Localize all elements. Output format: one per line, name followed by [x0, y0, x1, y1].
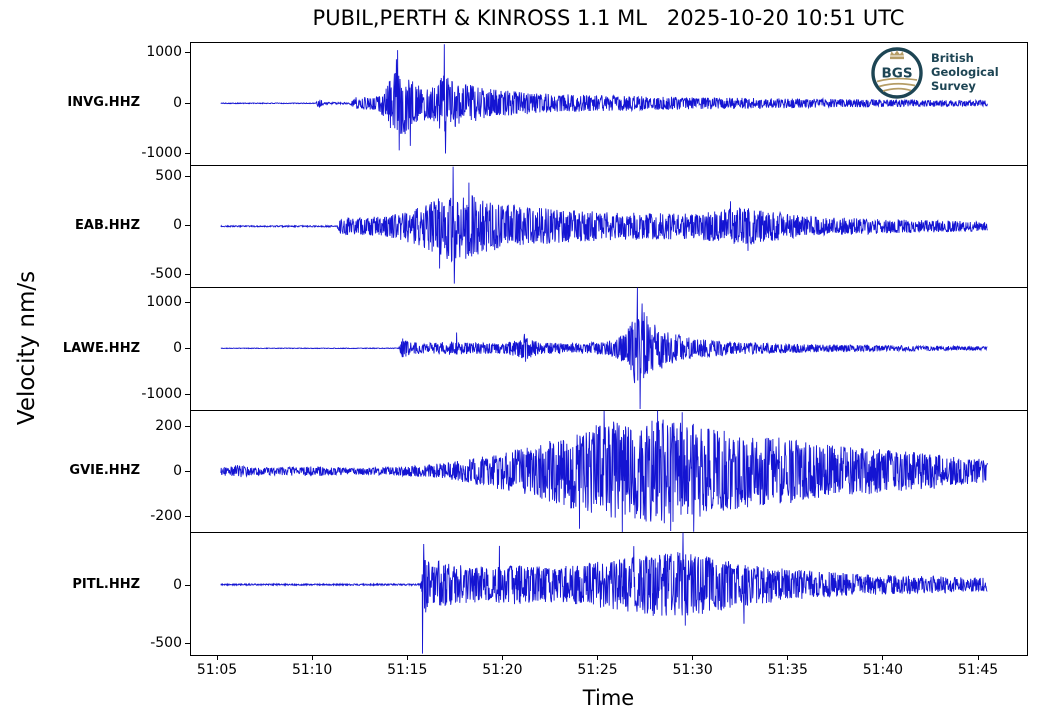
logo-text-line: Survey [931, 78, 976, 93]
station-label-invg-hhz: INVG.HHZ [67, 95, 140, 111]
waveform-path [220, 166, 988, 284]
x-tick-label: 51:45 [957, 662, 999, 678]
x-tick-mark [882, 656, 884, 660]
seismogram-trace-lawe-hhz [220, 287, 988, 410]
y-tick-mark [185, 302, 190, 304]
x-tick-mark [501, 656, 503, 660]
panel-border-horizontal [190, 287, 1028, 289]
y-tick-label: 0 [173, 217, 182, 234]
x-tick-mark [977, 656, 979, 660]
y-tick-mark [185, 52, 190, 54]
x-tick-label: 51:10 [291, 662, 333, 678]
x-tick-mark [692, 656, 694, 660]
y-tick-mark [185, 225, 190, 227]
x-tick-mark [787, 656, 789, 660]
bgs-logo: BGS British Geological Survey [870, 44, 1016, 102]
panel-border-horizontal [190, 164, 1028, 166]
y-tick-label: 1000 [146, 44, 182, 61]
seismogram-trace-invg-hhz [220, 44, 988, 154]
x-tick-mark [597, 656, 598, 660]
field-lines-icon [876, 77, 918, 92]
seismogram-trace-eab-hhz [220, 166, 988, 284]
x-tick-label: 51:25 [577, 662, 618, 678]
x-tick-label: 51:20 [482, 662, 523, 678]
logo-text-line: Geological [931, 65, 999, 80]
y-tick-label: 1000 [146, 294, 182, 311]
x-tick-label: 51:35 [767, 662, 808, 678]
y-tick-label: 500 [155, 168, 182, 185]
x-tick-mark [406, 656, 408, 660]
y-tick-label: -500 [150, 266, 182, 283]
y-tick-label: 0 [173, 340, 182, 356]
station-label-eab-hhz: EAB.HHZ [75, 217, 140, 233]
x-tick-mark [311, 656, 313, 660]
x-tick-label: 51:40 [862, 662, 904, 678]
bgs-logo-mark: BGS [871, 47, 923, 99]
y-tick-label: -500 [150, 634, 182, 651]
x-tick-mark [216, 656, 218, 660]
y-tick-mark [185, 642, 190, 644]
seismogram-trace-pitl-hhz [220, 532, 988, 655]
x-tick-label: 51:05 [196, 662, 238, 678]
y-tick-mark [185, 102, 190, 104]
logo-text-line: British [931, 51, 974, 66]
chart-title: PUBIL,PERTH & KINROSS 1.1 ML 2025-10-20 … [312, 6, 905, 30]
y-tick-label: -1000 [141, 385, 182, 402]
waveform-path [220, 410, 988, 532]
y-tick-mark [185, 425, 190, 427]
crown-icon [890, 50, 904, 60]
station-label-pitl-hhz: PITL.HHZ [72, 577, 140, 592]
panel-border-horizontal [190, 532, 1028, 534]
y-tick-label: 0 [173, 94, 182, 111]
panel-border-horizontal [190, 655, 1028, 656]
y-tick-label: -200 [150, 507, 182, 524]
panel-border-vertical [190, 42, 191, 656]
y-tick-label: 0 [173, 576, 182, 593]
y-tick-mark [185, 393, 190, 395]
station-label-lawe-hhz: LAWE.HHZ [62, 340, 140, 356]
y-tick-mark [185, 584, 190, 586]
y-tick-mark [185, 176, 190, 178]
y-tick-label: 0 [173, 462, 182, 479]
panel-border-vertical [1027, 42, 1028, 656]
x-tick-label: 51:30 [672, 662, 713, 678]
y-tick-mark [185, 274, 190, 276]
waveform-path [220, 532, 988, 655]
seismogram-trace-gvie-hhz [220, 410, 988, 532]
y-tick-label: -1000 [141, 145, 182, 162]
x-tick-label: 51:15 [387, 662, 428, 678]
logo-acronym: BGS [881, 66, 912, 82]
y-tick-mark [185, 515, 190, 517]
panel-border-horizontal [190, 42, 1028, 43]
waveform-path [220, 287, 988, 410]
y-tick-mark [185, 153, 190, 155]
x-axis-label: Time [582, 686, 635, 710]
bgs-logo-text: British Geological Survey [931, 51, 999, 93]
panel-border-horizontal [190, 409, 1028, 411]
y-tick-mark [185, 348, 190, 349]
waveform-path [220, 44, 988, 154]
y-tick-mark [185, 470, 190, 472]
y-tick-label: 200 [155, 417, 182, 434]
station-label-gvie-hhz: GVIE.HHZ [69, 463, 140, 479]
